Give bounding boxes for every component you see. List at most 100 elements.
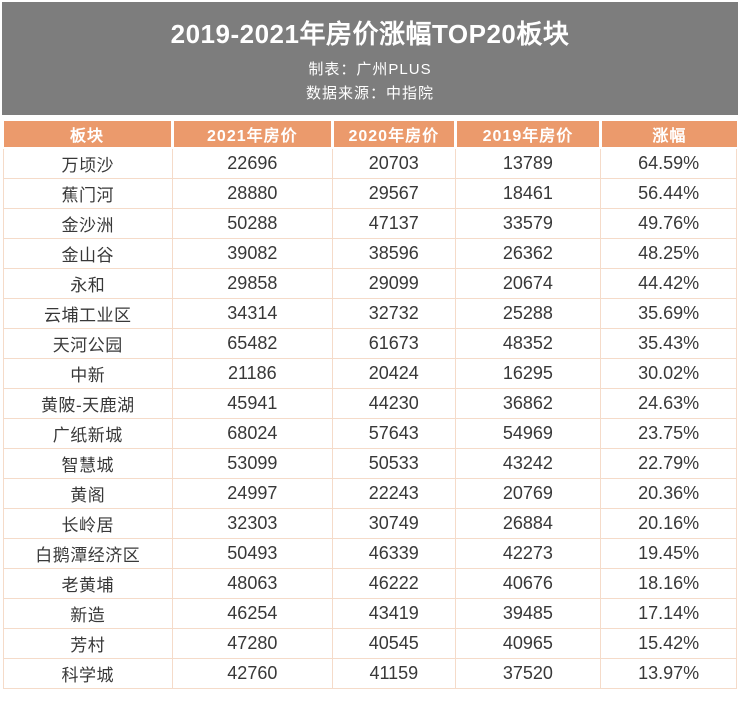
cell-price-2019: 25288 [454,298,602,329]
cell-change: 35.43% [600,328,737,359]
cell-price-2020: 20703 [332,148,456,179]
table-row: 广纸新城 68024 57643 54969 23.75% [3,418,737,449]
col-header-price-2019: 2019年房价 [453,121,601,149]
cell-price-2021: 50288 [171,208,334,239]
cell-price-2019: 42273 [454,538,602,569]
cell-price-2019: 37520 [454,658,602,689]
cell-price-2019: 43242 [454,448,602,479]
cell-change: 22.79% [600,448,737,479]
cell-district: 老黄埔 [3,568,173,599]
cell-change: 48.25% [600,238,737,269]
table-row: 长岭居 32303 30749 26884 20.16% [3,508,737,539]
cell-price-2021: 42760 [171,658,334,689]
made-by-line: 制表：广州PLUS [308,61,432,78]
table-row: 新造 46254 43419 39485 17.14% [3,598,737,629]
price-table: 板块 2021年房价 2020年房价 2019年房价 涨幅 万顷沙 22696 … [3,121,737,689]
cell-price-2020: 44230 [332,388,456,419]
col-header-change: 涨幅 [599,121,737,149]
cell-price-2019: 39485 [454,598,602,629]
cell-price-2021: 48063 [171,568,334,599]
cell-price-2019: 16295 [454,358,602,389]
cell-district: 永和 [3,268,173,299]
cell-price-2021: 22696 [171,148,334,179]
cell-district: 万顷沙 [3,148,173,179]
cell-price-2021: 28880 [171,178,334,209]
cell-district: 新造 [3,598,173,629]
cell-price-2019: 26884 [454,508,602,539]
cell-price-2021: 29858 [171,268,334,299]
cell-price-2019: 54969 [454,418,602,449]
table-header: 板块 2021年房价 2020年房价 2019年房价 涨幅 [3,121,737,149]
cell-price-2020: 32732 [332,298,456,329]
table-row: 白鹅潭经济区 50493 46339 42273 19.45% [3,538,737,569]
table-row: 金山谷 39082 38596 26362 48.25% [3,238,737,269]
cell-price-2021: 34314 [171,298,334,329]
cell-price-2019: 33579 [454,208,602,239]
cell-change: 30.02% [600,358,737,389]
cell-price-2020: 46222 [332,568,456,599]
data-source-line: 数据来源：中指院 [305,85,434,102]
cell-change: 20.36% [600,478,737,509]
cell-district: 天河公园 [3,328,173,359]
cell-change: 13.97% [600,658,737,689]
cell-price-2020: 47137 [332,208,456,239]
col-header-price-2021: 2021年房价 [170,121,333,149]
cell-district: 黄陂-天鹿湖 [3,388,173,419]
table-row: 中新 21186 20424 16295 30.02% [3,358,737,389]
cell-district: 科学城 [3,658,173,689]
cell-price-2020: 20424 [332,358,456,389]
cell-change: 24.63% [600,388,737,419]
cell-price-2020: 50533 [332,448,456,479]
table-row: 天河公园 65482 61673 48352 35.43% [3,328,737,359]
table-row: 科学城 42760 41159 37520 13.97% [3,658,737,689]
cell-price-2021: 50493 [171,538,334,569]
cell-price-2020: 29099 [332,268,456,299]
cell-district: 黄阁 [3,478,173,509]
cell-change: 23.75% [600,418,737,449]
cell-price-2019: 36862 [454,388,602,419]
table-row: 芳村 47280 40545 40965 15.42% [3,628,737,659]
table-row: 黄阁 24997 22243 20769 20.36% [3,478,737,509]
cell-change: 44.42% [600,268,737,299]
cell-district: 芳村 [3,628,173,659]
cell-price-2021: 47280 [171,628,334,659]
table-row: 黄陂-天鹿湖 45941 44230 36862 24.63% [3,388,737,419]
cell-price-2021: 39082 [171,238,334,269]
cell-price-2020: 46339 [332,538,456,569]
cell-price-2021: 65482 [171,328,334,359]
cell-change: 15.42% [600,628,737,659]
table-row: 老黄埔 48063 46222 40676 18.16% [3,568,737,599]
cell-price-2020: 38596 [332,238,456,269]
table-body: 万顷沙 22696 20703 13789 64.59% 蕉门河 28880 2… [3,148,737,689]
cell-price-2019: 18461 [454,178,602,209]
cell-change: 64.59% [600,148,737,179]
banner: 2019-2021年房价涨幅TOP20板块 制表：广州PLUS 数据来源：中指院 [2,2,738,115]
cell-price-2020: 41159 [332,658,456,689]
cell-district: 蕉门河 [3,178,173,209]
cell-change: 19.45% [600,538,737,569]
cell-change: 18.16% [600,568,737,599]
cell-change: 35.69% [600,298,737,329]
cell-price-2021: 45941 [171,388,334,419]
cell-price-2021: 24997 [171,478,334,509]
cell-price-2019: 40965 [454,628,602,659]
cell-price-2021: 32303 [171,508,334,539]
cell-price-2019: 20769 [454,478,602,509]
col-header-district: 板块 [3,121,173,149]
cell-district: 长岭居 [3,508,173,539]
cell-price-2021: 68024 [171,418,334,449]
cell-change: 20.16% [600,508,737,539]
page-title: 2019-2021年房价涨幅TOP20板块 [170,19,570,49]
table-row: 云埔工业区 34314 32732 25288 35.69% [3,298,737,329]
cell-price-2019: 40676 [454,568,602,599]
table-row: 万顷沙 22696 20703 13789 64.59% [3,148,737,179]
cell-district: 白鹅潭经济区 [3,538,173,569]
cell-price-2020: 22243 [332,478,456,509]
cell-price-2020: 61673 [332,328,456,359]
table-row: 蕉门河 28880 29567 18461 56.44% [3,178,737,209]
cell-price-2020: 43419 [332,598,456,629]
cell-price-2019: 48352 [454,328,602,359]
cell-price-2019: 26362 [454,238,602,269]
cell-district: 云埔工业区 [3,298,173,329]
cell-price-2020: 40545 [332,628,456,659]
